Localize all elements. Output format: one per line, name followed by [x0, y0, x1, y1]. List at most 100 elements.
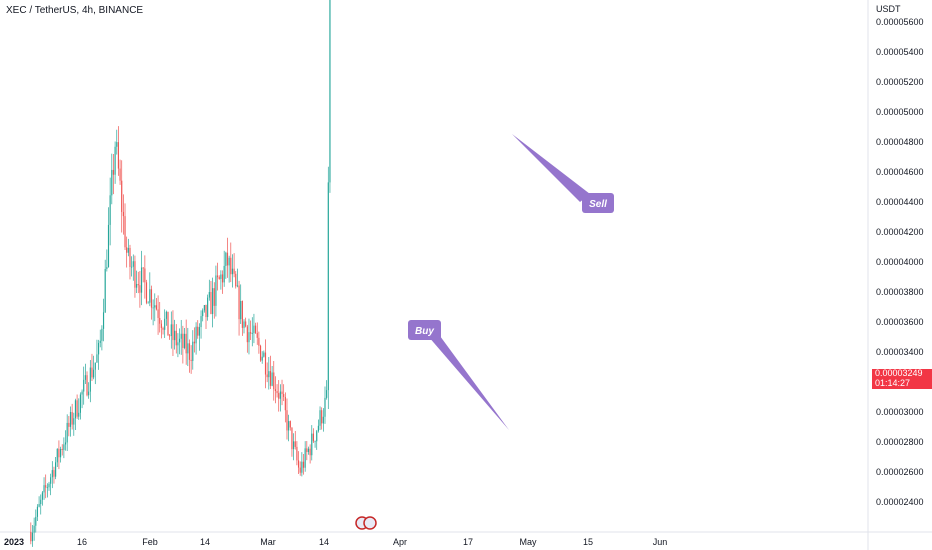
candle-body	[311, 433, 313, 456]
x-tick-label: 16	[77, 537, 87, 547]
candle-body	[245, 321, 247, 327]
candle-body	[183, 333, 186, 348]
y-tick-label: 0.00002800	[876, 437, 924, 447]
candle-body	[104, 268, 106, 313]
candle-body	[283, 394, 285, 397]
candle-body	[50, 477, 52, 484]
x-tick-label: Mar	[260, 537, 276, 547]
candle-body	[157, 309, 159, 318]
candle-body	[30, 532, 32, 542]
candle-body	[59, 448, 62, 458]
candle-body	[180, 333, 182, 339]
candle-body	[324, 397, 326, 417]
candle-body	[238, 285, 240, 320]
candle-body	[210, 291, 212, 314]
candle-body	[296, 446, 298, 461]
candle-body	[225, 252, 227, 266]
candle-body	[58, 448, 60, 458]
candle-body	[46, 487, 48, 489]
candle-body	[61, 448, 63, 450]
candle-body	[274, 389, 276, 392]
candle-body	[96, 354, 98, 363]
candle-body	[165, 311, 167, 319]
candle-body	[190, 359, 192, 361]
candle-body	[132, 261, 134, 267]
bar-countdown: 01:14:27	[875, 377, 911, 388]
candle-body	[167, 311, 169, 336]
candle-body	[259, 345, 262, 361]
candle-body	[33, 525, 35, 533]
candle-body	[155, 305, 158, 310]
candle-body	[126, 247, 128, 253]
candle-body	[205, 305, 207, 318]
candle-body	[200, 316, 202, 328]
candle-body	[129, 247, 131, 267]
candle-body	[116, 142, 118, 147]
y-tick-label: 0.00003800	[876, 287, 924, 297]
candle-body	[106, 267, 108, 269]
candle-body	[48, 483, 50, 488]
buy-callout-box	[408, 320, 441, 340]
candle-body	[286, 410, 288, 431]
candle-body	[226, 252, 229, 266]
candle-body	[263, 352, 265, 357]
candle-body	[149, 289, 151, 303]
candle-body	[114, 146, 116, 175]
candle-body	[169, 335, 171, 337]
candle-body	[124, 216, 126, 248]
candle-body	[271, 372, 273, 386]
candle-body	[288, 421, 290, 431]
candle-body	[192, 341, 194, 361]
y-tick-label: 0.00004400	[876, 197, 924, 207]
candle-body	[264, 352, 267, 375]
y-tick-label: 0.00003600	[876, 317, 924, 327]
candle-body	[220, 274, 222, 279]
candle-body	[268, 371, 270, 378]
x-tick-label: 2023	[4, 537, 24, 547]
candle-body	[203, 305, 205, 311]
candle-body	[139, 285, 141, 293]
candle-body	[223, 265, 225, 283]
candle-body	[159, 317, 161, 324]
y-tick-label: 0.00002600	[876, 467, 924, 477]
candle-body	[314, 441, 316, 443]
candle-body	[109, 195, 111, 225]
candle-body	[134, 261, 136, 288]
candle-body	[117, 142, 119, 169]
candle-body	[299, 467, 301, 473]
candle-body	[63, 444, 65, 450]
y-tick-label: 0.00004800	[876, 137, 924, 147]
candle-body	[89, 367, 91, 392]
candle-body	[289, 421, 291, 428]
candle-body	[284, 396, 286, 411]
candle-body	[131, 266, 133, 268]
candle-body	[301, 461, 303, 473]
candle-body	[281, 391, 283, 395]
candle-body	[248, 332, 250, 343]
candle-body	[269, 371, 272, 386]
sell-callout-label: Sell	[589, 199, 607, 210]
candle-body	[297, 460, 300, 468]
candle-body	[233, 268, 235, 274]
candle-body	[213, 288, 215, 306]
candle-body	[68, 422, 70, 427]
candle-body	[218, 277, 220, 279]
candle-body	[56, 448, 58, 463]
candle-body	[266, 374, 268, 378]
candle-body	[172, 324, 174, 341]
currency-label: USDT	[876, 4, 901, 14]
candle-body	[306, 448, 308, 453]
y-tick-label: 0.00005200	[876, 77, 924, 87]
sell-callout-box	[582, 193, 614, 213]
candle-body	[316, 431, 318, 442]
candle-body	[35, 516, 37, 526]
candle-body	[302, 461, 305, 468]
candle-body	[202, 310, 204, 317]
x-tick-label: 14	[319, 537, 329, 547]
candle-body	[312, 433, 315, 442]
candle-body	[187, 343, 189, 354]
candle-body	[278, 393, 280, 399]
candle-body	[83, 379, 85, 392]
candle-body	[175, 330, 177, 346]
